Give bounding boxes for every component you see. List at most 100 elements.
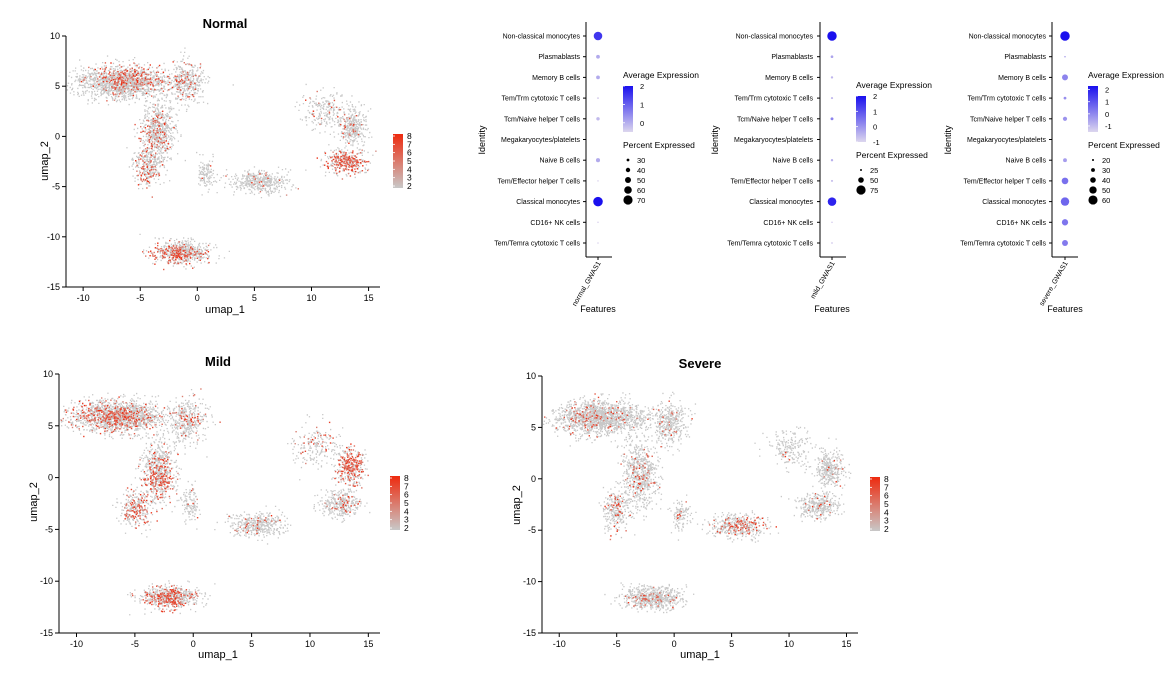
expressed-cell-point: [665, 428, 667, 431]
expressed-cell-point: [361, 454, 364, 456]
expressed-cell-point: [104, 77, 107, 79]
expressed-cell-point: [600, 416, 603, 418]
expressed-cell-point: [169, 412, 171, 415]
expressed-cell-point: [570, 418, 572, 420]
expressed-cell-point: [105, 418, 107, 420]
feature-tick-label: mild_GWAS1: [810, 260, 837, 300]
expressed-cell-point: [150, 176, 153, 178]
expressed-cell-point: [356, 163, 358, 165]
expressed-cell-point: [326, 165, 329, 167]
expressed-cell-point: [179, 89, 182, 91]
expressed-cell-point: [149, 84, 152, 86]
expressed-cell-point: [165, 596, 167, 598]
expressed-cell-point: [175, 251, 178, 253]
expressed-cell-point: [95, 425, 98, 427]
expressed-cell-point: [79, 417, 82, 419]
expressed-cell-point: [163, 407, 166, 409]
identity-label: CD16+ NK cells: [996, 220, 1046, 227]
expressed-cell-point: [190, 64, 193, 66]
expressed-cell-point: [191, 247, 194, 250]
expressed-cell-point: [197, 420, 199, 422]
expressed-cell-point: [140, 178, 142, 180]
expressed-cell-point: [96, 410, 98, 413]
expressed-cell-point: [575, 417, 577, 419]
expressed-cell-point: [584, 426, 587, 429]
expressed-cell-point: [154, 455, 157, 457]
expressed-cell-point: [190, 419, 192, 421]
expressed-cell-point: [114, 420, 116, 422]
expressed-cell-point: [638, 467, 641, 469]
expressed-cell-point: [163, 473, 166, 475]
expressed-cell-point: [662, 430, 664, 432]
expressed-cell-point: [347, 454, 349, 456]
expressed-cell-point: [145, 255, 147, 257]
expressed-cell-point: [578, 420, 580, 422]
expressed-cell-point: [604, 413, 607, 415]
expression-dot: [596, 75, 600, 80]
expressed-cell-point: [65, 411, 68, 413]
expressed-cell-point: [120, 425, 122, 427]
expressed-cell-point: [170, 601, 172, 604]
expressed-cell-point: [820, 503, 822, 506]
expressed-cell-point: [195, 74, 197, 77]
expressed-cell-point: [644, 598, 647, 601]
expressed-cell-point: [359, 454, 361, 456]
expressed-cell-point: [348, 458, 351, 461]
expressed-cell-point: [202, 418, 204, 421]
expressed-cell-point: [184, 594, 186, 596]
size-legend-label: 40: [637, 166, 645, 175]
expressed-cell-point: [735, 531, 737, 533]
expressed-cell-point: [167, 249, 169, 252]
expressed-cell-point: [186, 418, 188, 421]
expressed-cell-point: [169, 599, 171, 602]
expressed-cell-point: [664, 434, 666, 436]
expressed-cell-point: [139, 515, 141, 517]
expressed-cell-point: [136, 165, 138, 167]
y-tick-label: 0: [48, 473, 53, 483]
expressed-cell-point: [346, 158, 348, 160]
expressed-cell-point: [173, 603, 175, 605]
expressed-cell-point: [111, 77, 113, 79]
colorbar-label: 1: [640, 100, 644, 109]
expressed-cell-point: [145, 423, 148, 425]
expressed-cell-point: [162, 608, 164, 610]
expressed-cell-point: [143, 509, 145, 511]
expressed-cell-point: [351, 470, 354, 473]
expressed-cell-point: [186, 415, 189, 417]
expressed-cell-point: [144, 522, 146, 524]
expressed-cell-point: [133, 511, 135, 513]
expressed-cell-point: [618, 426, 620, 428]
x-tick-label: 10: [306, 293, 316, 303]
expressed-cell-point: [180, 415, 183, 417]
x-tick-label: 5: [249, 639, 254, 649]
expressed-cell-point: [575, 422, 577, 424]
expressed-cell-point: [119, 414, 122, 417]
expressed-cell-point: [87, 414, 89, 416]
expressed-cell-point: [325, 450, 327, 452]
expressed-cell-point: [135, 83, 138, 86]
expression-dot: [596, 117, 600, 121]
identity-label: Non-classical monocytes: [503, 34, 581, 41]
expression-dot: [1063, 158, 1067, 163]
expressed-cell-point: [138, 67, 140, 69]
expressed-cell-point: [156, 490, 158, 493]
expressed-cell-point: [335, 161, 337, 163]
expressed-cell-point: [182, 91, 184, 94]
expressed-cell-point: [114, 82, 116, 84]
expressed-cell-point: [342, 466, 344, 469]
expressed-cell-point: [121, 423, 123, 425]
expressed-cell-point: [107, 421, 110, 423]
expressed-cell-point: [196, 517, 199, 519]
expressed-cell-point: [107, 417, 109, 419]
expressed-cell-point: [245, 525, 248, 527]
expressed-cell-point: [175, 245, 178, 247]
expressed-cell-point: [161, 610, 164, 613]
expressed-cell-point: [344, 463, 347, 465]
expressed-cell-point: [180, 595, 182, 598]
expressed-cell-point: [354, 173, 356, 175]
expressed-cell-point: [116, 83, 118, 85]
expressed-cell-point: [147, 125, 149, 127]
expressed-cell-point: [119, 93, 121, 95]
expression-dot: [1060, 197, 1070, 206]
identity-label: Tem/Effector helper T cells: [731, 178, 814, 185]
